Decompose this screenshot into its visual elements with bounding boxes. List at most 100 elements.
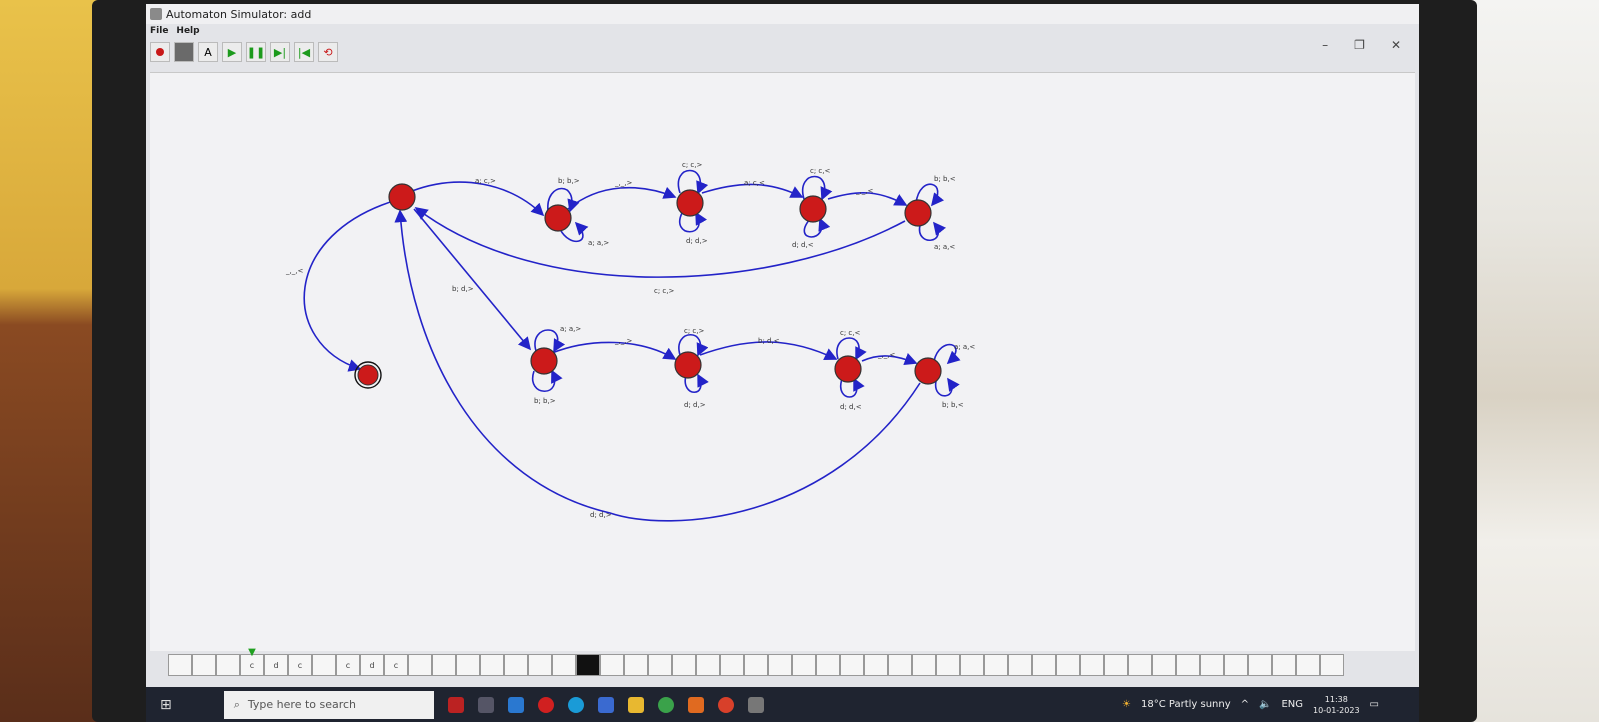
tape-cell[interactable] xyxy=(1080,654,1104,676)
language[interactable]: ENG xyxy=(1281,699,1304,710)
taskbar-app-icon[interactable] xyxy=(447,696,464,713)
label-1-loop-top: b; b,> xyxy=(558,177,580,185)
tape-cell[interactable] xyxy=(504,654,528,676)
label-7-8: _,_,< xyxy=(877,351,895,359)
weather-text[interactable]: 18°C Partly sunny xyxy=(1140,699,1231,710)
task-view-icon[interactable] xyxy=(477,696,494,713)
chrome-alt-icon[interactable] xyxy=(717,696,734,713)
tape-cell[interactable] xyxy=(1128,654,1152,676)
tape-cell[interactable] xyxy=(840,654,864,676)
system-tray: ☀ 18°C Partly sunny ^ 🔈 ENG 11:38 10-01-… xyxy=(1122,687,1379,722)
volume-icon[interactable]: 🔈 xyxy=(1259,699,1272,710)
mail-icon[interactable] xyxy=(507,696,524,713)
play-icon[interactable]: ▶ xyxy=(222,42,242,62)
tape-cell[interactable] xyxy=(408,654,432,676)
tape-cell[interactable] xyxy=(672,654,696,676)
menu-help[interactable]: Help xyxy=(176,26,200,36)
label-3-loop-bottom: d; d,< xyxy=(792,241,814,249)
label-6-loop-bottom: d; d,> xyxy=(684,401,706,409)
tape-cell[interactable] xyxy=(792,654,816,676)
automaton-canvas[interactable]: _,_,< a; c,> b; b,> a; a,> _,_,> c; c,> … xyxy=(150,72,1415,651)
tape-cell[interactable]: c xyxy=(288,654,312,676)
chrome-icon[interactable] xyxy=(657,696,674,713)
vscode-icon[interactable] xyxy=(687,696,704,713)
tape-cell[interactable] xyxy=(1008,654,1032,676)
folder-icon[interactable] xyxy=(627,696,644,713)
tape-cell[interactable] xyxy=(552,654,576,676)
pause-icon[interactable]: ❚❚ xyxy=(246,42,266,62)
store-icon[interactable] xyxy=(597,696,614,713)
tape-cell[interactable] xyxy=(768,654,792,676)
text-tool-button[interactable]: A xyxy=(198,42,218,62)
java-icon[interactable] xyxy=(747,696,764,713)
tape-cell[interactable] xyxy=(1296,654,1320,676)
label-8-loop-bottom: b; b,< xyxy=(942,401,964,409)
tape-cell[interactable] xyxy=(192,654,216,676)
step-back-icon[interactable]: |◀ xyxy=(294,42,314,62)
tape-cell[interactable] xyxy=(528,654,552,676)
app-icon xyxy=(150,8,162,20)
tape-cell[interactable]: c ▼ xyxy=(240,647,264,676)
tape-cell[interactable] xyxy=(912,654,936,676)
tape-cell[interactable] xyxy=(648,654,672,676)
tape-cell[interactable]: c xyxy=(336,654,360,676)
tape-cell[interactable] xyxy=(1032,654,1056,676)
tape-cell[interactable] xyxy=(744,654,768,676)
tape-cell[interactable] xyxy=(312,654,336,676)
notification-icon[interactable]: ▭ xyxy=(1369,699,1379,710)
tape-cell[interactable] xyxy=(696,654,720,676)
tape-cell[interactable] xyxy=(456,654,480,676)
tape-cell[interactable] xyxy=(432,654,456,676)
tape-cell[interactable] xyxy=(1152,654,1176,676)
tape-cell[interactable] xyxy=(1320,654,1344,676)
taskbar: ⊞ ⌕ Type here to search ☀ 18°C Partly su… xyxy=(146,687,1419,722)
opera-icon[interactable] xyxy=(537,696,554,713)
tape-cell[interactable] xyxy=(1104,654,1128,676)
loop-7-top xyxy=(836,337,867,361)
tape-cell[interactable] xyxy=(984,654,1008,676)
minimize-icon[interactable]: – xyxy=(1322,38,1329,52)
tape-cell[interactable] xyxy=(216,654,240,676)
tape-cell[interactable]: d xyxy=(360,654,384,676)
reset-icon[interactable]: ⟲ xyxy=(318,42,338,62)
tape-cell[interactable] xyxy=(1248,654,1272,676)
tape-cell[interactable] xyxy=(480,654,504,676)
chevron-up-icon[interactable]: ^ xyxy=(1240,699,1250,710)
tape-cell[interactable] xyxy=(1176,654,1200,676)
step-forward-icon[interactable]: ▶| xyxy=(270,42,290,62)
windows-start-icon[interactable]: ⊞ xyxy=(160,696,172,713)
state-8 xyxy=(914,357,942,385)
taskbar-search[interactable]: ⌕ Type here to search xyxy=(223,690,434,719)
tape-cell[interactable] xyxy=(888,654,912,676)
label-6-7: b; d,< xyxy=(758,337,780,345)
edge-3-4 xyxy=(827,191,908,206)
state-1 xyxy=(544,204,572,232)
tape-cell[interactable] xyxy=(1272,654,1296,676)
state-4 xyxy=(904,199,932,227)
edge-icon[interactable] xyxy=(567,696,584,713)
maximize-icon[interactable]: ❐ xyxy=(1354,38,1365,52)
tape-cell[interactable] xyxy=(600,654,624,676)
tape-cell[interactable]: c xyxy=(384,654,408,676)
tape-cell[interactable] xyxy=(864,654,888,676)
close-icon[interactable]: ✕ xyxy=(1390,38,1401,52)
tape-cell[interactable] xyxy=(816,654,840,676)
tape-cell[interactable] xyxy=(936,654,960,676)
label-6-loop-top: c; c,> xyxy=(684,327,705,335)
tape-cell[interactable]: d xyxy=(264,654,288,676)
tape-cell[interactable] xyxy=(168,654,192,676)
loop-2-bottom xyxy=(679,211,708,233)
tape-cell[interactable] xyxy=(624,654,648,676)
tape-cell[interactable] xyxy=(1224,654,1248,676)
tape-cell[interactable] xyxy=(1200,654,1224,676)
tape-cell[interactable] xyxy=(1056,654,1080,676)
tape-cell[interactable] xyxy=(960,654,984,676)
clock[interactable]: 11:38 10-01-2023 xyxy=(1313,694,1360,716)
stop-icon[interactable] xyxy=(174,42,194,62)
menu-file[interactable]: File xyxy=(150,26,169,36)
tape-cell[interactable] xyxy=(576,654,600,676)
final-state xyxy=(354,361,382,389)
record-icon[interactable] xyxy=(150,42,170,62)
clock-time: 11:38 xyxy=(1324,694,1348,704)
tape-cell[interactable] xyxy=(720,654,744,676)
